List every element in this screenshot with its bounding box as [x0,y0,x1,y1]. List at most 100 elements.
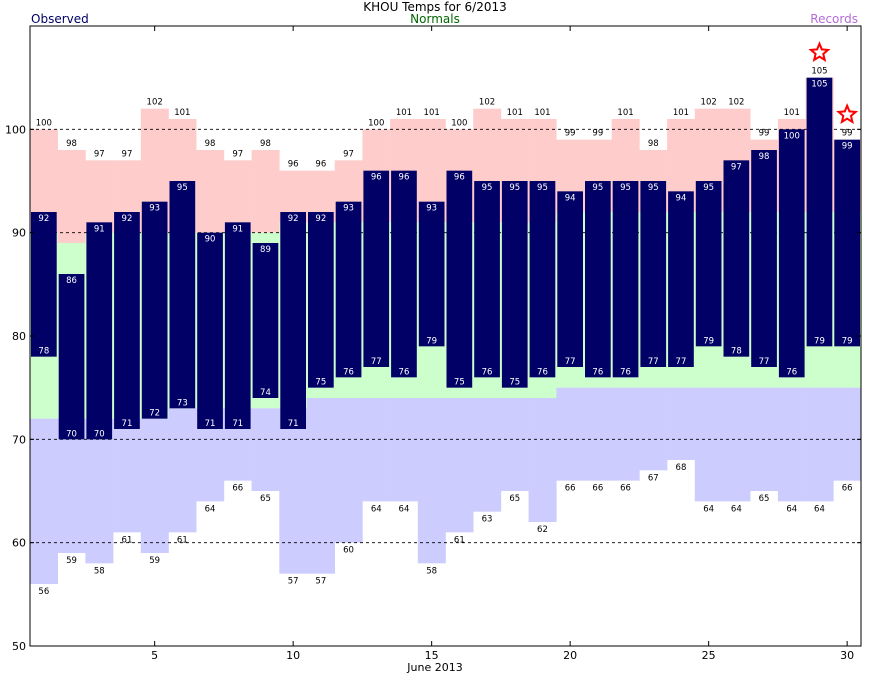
record-low-label-day-20: 66 [565,484,576,494]
observed-high-label-day-26: 97 [731,162,742,172]
observed-low-label-day-23: 77 [648,357,659,367]
record-high-label-day-6: 101 [174,108,190,118]
record-low-label-day-26: 64 [731,504,742,514]
observed-high-label-day-7: 90 [205,235,216,245]
record-high-band-day-7 [196,150,225,233]
record-high-label-day-12: 97 [343,149,354,159]
y-tick-label-80: 80 [12,330,26,343]
observed-high-label-day-11: 92 [315,214,326,224]
observed-bar-day-10 [280,212,306,429]
observed-low-label-day-2: 70 [66,429,77,439]
record-low-band-day-14 [390,398,419,502]
record-low-band-day-23 [639,387,668,471]
record-low-label-day-4: 61 [122,535,133,545]
record-low-band-day-9 [251,408,280,491]
observed-low-label-day-19: 76 [537,367,548,377]
observed-low-label-day-29: 79 [814,336,825,346]
observed-bar-day-14 [391,170,417,378]
observed-high-label-day-27: 98 [759,152,770,162]
observed-high-label-day-25: 95 [703,183,714,193]
record-low-label-day-9: 65 [260,494,271,504]
observed-low-label-day-4: 71 [122,419,133,429]
observed-bar-day-4 [114,212,140,429]
x-tick-label-20: 20 [563,649,577,662]
observed-low-label-day-7: 71 [205,419,216,429]
observed-bar-day-27 [751,150,777,367]
record-low-label-day-5: 59 [149,556,160,566]
record-low-label-day-3: 58 [94,566,105,576]
record-low-band-day-24 [667,387,696,460]
record-low-band-day-6 [168,408,197,533]
observed-bar-day-9 [252,243,279,398]
record-low-band-day-22 [611,387,640,481]
record-high-label-day-28: 101 [784,108,800,118]
observed-high-label-day-1: 92 [38,214,49,224]
record-low-label-day-16: 61 [454,535,465,545]
x-tick-label-30: 30 [840,649,854,662]
observed-low-label-day-1: 78 [38,347,49,357]
observed-low-label-day-30: 79 [842,336,853,346]
observed-high-label-day-3: 91 [94,224,105,234]
record-high-label-day-1: 100 [36,118,52,128]
record-low-label-day-29: 64 [814,504,825,514]
record-high-label-day-16: 100 [451,118,467,128]
record-high-label-day-5: 102 [147,98,163,108]
observed-bar-day-29 [806,77,833,347]
record-low-band-day-5 [140,418,169,553]
observed-low-label-day-12: 76 [343,367,354,377]
observed-bar-day-25 [695,181,722,347]
record-low-band-day-20 [556,387,585,481]
observed-high-label-day-22: 95 [620,183,631,193]
record-high-label-day-8: 97 [232,149,243,159]
record-low-label-day-17: 63 [482,515,493,525]
record-low-label-day-11: 57 [315,577,326,587]
observed-high-label-day-28: 100 [784,131,800,141]
record-high-label-day-4: 97 [122,149,133,159]
observed-bar-day-11 [308,212,334,388]
record-high-label-day-15: 101 [424,108,440,118]
observed-bar-day-19 [529,181,556,378]
record-low-label-day-22: 66 [620,484,631,494]
observed-bar-day-28 [778,129,805,378]
observed-low-label-day-11: 75 [315,378,326,388]
observed-high-label-day-30: 99 [842,142,853,152]
observed-high-label-day-16: 96 [454,173,465,183]
observed-low-label-day-6: 73 [177,398,188,408]
record-low-label-day-14: 64 [399,504,410,514]
observed-low-label-day-15: 79 [426,336,437,346]
observed-bar-day-24 [668,191,694,367]
observed-low-label-day-8: 71 [232,419,243,429]
observed-high-label-day-17: 95 [482,183,493,193]
observed-bar-day-21 [585,181,611,378]
observed-bar-day-26 [723,160,750,357]
observed-low-label-day-17: 76 [482,367,493,377]
record-low-label-day-13: 64 [371,504,382,514]
record-low-band-day-3 [85,418,114,564]
record-low-label-day-23: 67 [648,473,659,483]
observed-bar-day-22 [612,181,639,378]
observed-low-label-day-27: 77 [759,357,770,367]
record-high-label-day-11: 96 [315,160,326,170]
record-low-label-day-10: 57 [288,577,299,587]
record-low-band-day-12 [334,398,363,543]
observed-bar-day-30 [834,139,860,347]
observed-low-label-day-9: 74 [260,388,271,398]
x-tick-label-15: 15 [425,649,439,662]
record-star-icon-day-29 [808,41,831,63]
record-high-label-day-25: 102 [701,98,717,108]
observed-high-label-day-20: 94 [565,193,576,203]
observed-low-label-day-14: 76 [399,367,410,377]
y-tick-label-100: 100 [5,123,26,136]
record-low-label-day-6: 61 [177,535,188,545]
observed-low-label-day-25: 79 [703,336,714,346]
record-high-label-day-2: 98 [66,139,77,149]
observed-low-label-day-18: 75 [509,378,520,388]
observed-low-label-day-21: 76 [592,367,603,377]
x-tick-label-10: 10 [286,649,300,662]
record-high-label-day-17: 102 [479,98,495,108]
x-tick-label-25: 25 [702,649,716,662]
record-low-band-day-16 [445,398,474,533]
record-high-label-day-27: 99 [759,129,770,139]
observed-high-label-day-24: 94 [676,193,687,203]
observed-bar-day-1 [31,212,57,357]
